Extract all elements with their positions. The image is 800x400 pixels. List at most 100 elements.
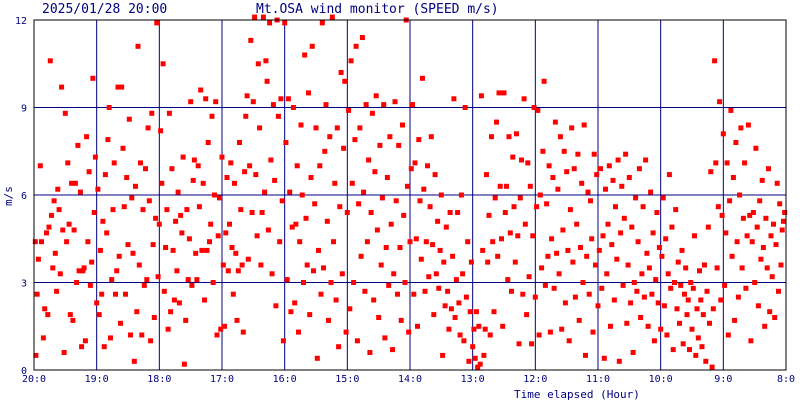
- data-point: [578, 245, 583, 250]
- data-point: [615, 157, 621, 163]
- data-point: [123, 291, 128, 297]
- data-point: [99, 291, 105, 297]
- x-tick-label: 11:0: [586, 374, 610, 385]
- data-point: [611, 297, 617, 303]
- data-point: [443, 224, 449, 230]
- data-point: [722, 282, 728, 288]
- data-point: [436, 285, 442, 291]
- data-point: [347, 306, 353, 312]
- data-point: [75, 142, 81, 148]
- data-point: [149, 110, 155, 116]
- data-point: [128, 332, 133, 338]
- data-point: [460, 271, 466, 277]
- data-point: [565, 247, 571, 253]
- data-point: [584, 253, 590, 259]
- data-point: [387, 134, 393, 140]
- data-point: [158, 128, 164, 134]
- data-point: [733, 140, 739, 145]
- data-point: [188, 99, 194, 105]
- data-point: [545, 253, 551, 259]
- data-point: [398, 317, 404, 323]
- data-point: [351, 280, 357, 285]
- data-point: [654, 210, 660, 215]
- data-point: [420, 75, 425, 81]
- data-point: [89, 259, 95, 265]
- data-point: [755, 303, 761, 309]
- data-point: [230, 291, 236, 297]
- tick-labels: 20:0 19:0 18:0 17:0 16:0 15:0 14:0 13:0 12:0 11:0…: [15, 16, 795, 385]
- data-point: [643, 157, 649, 163]
- data-point: [468, 259, 474, 265]
- data-point: [571, 166, 577, 172]
- data-point: [431, 312, 437, 318]
- data-point: [390, 347, 395, 353]
- data-point: [456, 300, 462, 306]
- data-point: [131, 358, 137, 364]
- data-point: [124, 175, 130, 180]
- data-point: [453, 277, 459, 283]
- data-point: [401, 212, 407, 218]
- data-point: [342, 78, 348, 84]
- data-point: [97, 247, 103, 253]
- data-point: [634, 288, 640, 294]
- data-point: [51, 198, 57, 204]
- data-point: [551, 285, 557, 291]
- data-point: [767, 309, 773, 315]
- data-point: [144, 277, 150, 283]
- data-point: [693, 352, 699, 358]
- data-point: [218, 326, 224, 332]
- data-point: [307, 312, 313, 318]
- data-point: [661, 303, 667, 309]
- data-point: [422, 288, 428, 294]
- data-point: [766, 166, 771, 172]
- data-point: [695, 335, 701, 341]
- data-point: [371, 297, 377, 303]
- data-point: [379, 195, 385, 201]
- data-point: [367, 350, 373, 355]
- data-point: [633, 195, 639, 201]
- data-point: [265, 227, 271, 233]
- data-points: [32, 14, 788, 370]
- data-point: [184, 207, 190, 213]
- data-point: [727, 198, 733, 204]
- data-point: [665, 271, 671, 277]
- data-point: [298, 122, 304, 128]
- data-point: [621, 215, 627, 221]
- data-point: [233, 250, 239, 256]
- data-point: [625, 262, 631, 268]
- data-point: [95, 186, 101, 192]
- data-point: [118, 320, 123, 326]
- data-point: [603, 186, 608, 192]
- data-point: [49, 212, 54, 218]
- data-point: [416, 137, 422, 143]
- data-point: [84, 134, 90, 140]
- data-point: [208, 221, 214, 227]
- data-point: [423, 239, 429, 245]
- x-tick-label: 18:0: [147, 374, 171, 385]
- data-point: [585, 189, 591, 195]
- data-point: [191, 157, 197, 163]
- data-point: [694, 306, 700, 312]
- data-point: [561, 148, 567, 154]
- data-point: [316, 247, 321, 253]
- data-point: [156, 221, 162, 227]
- data-point: [512, 259, 518, 265]
- data-point: [219, 154, 225, 160]
- data-point: [252, 14, 258, 20]
- data-point: [600, 233, 606, 239]
- y-tick-label: 9: [21, 104, 27, 115]
- data-point: [126, 116, 132, 122]
- data-point: [198, 87, 204, 93]
- data-point: [777, 201, 783, 207]
- data-point: [143, 166, 148, 172]
- data-point: [104, 230, 110, 236]
- data-point: [32, 239, 38, 245]
- data-point: [85, 239, 91, 245]
- data-point: [46, 224, 52, 230]
- data-point: [344, 210, 350, 215]
- data-point: [352, 137, 358, 143]
- data-point: [623, 151, 629, 157]
- data-point: [484, 172, 489, 178]
- data-point: [614, 256, 620, 262]
- data-point: [289, 224, 295, 230]
